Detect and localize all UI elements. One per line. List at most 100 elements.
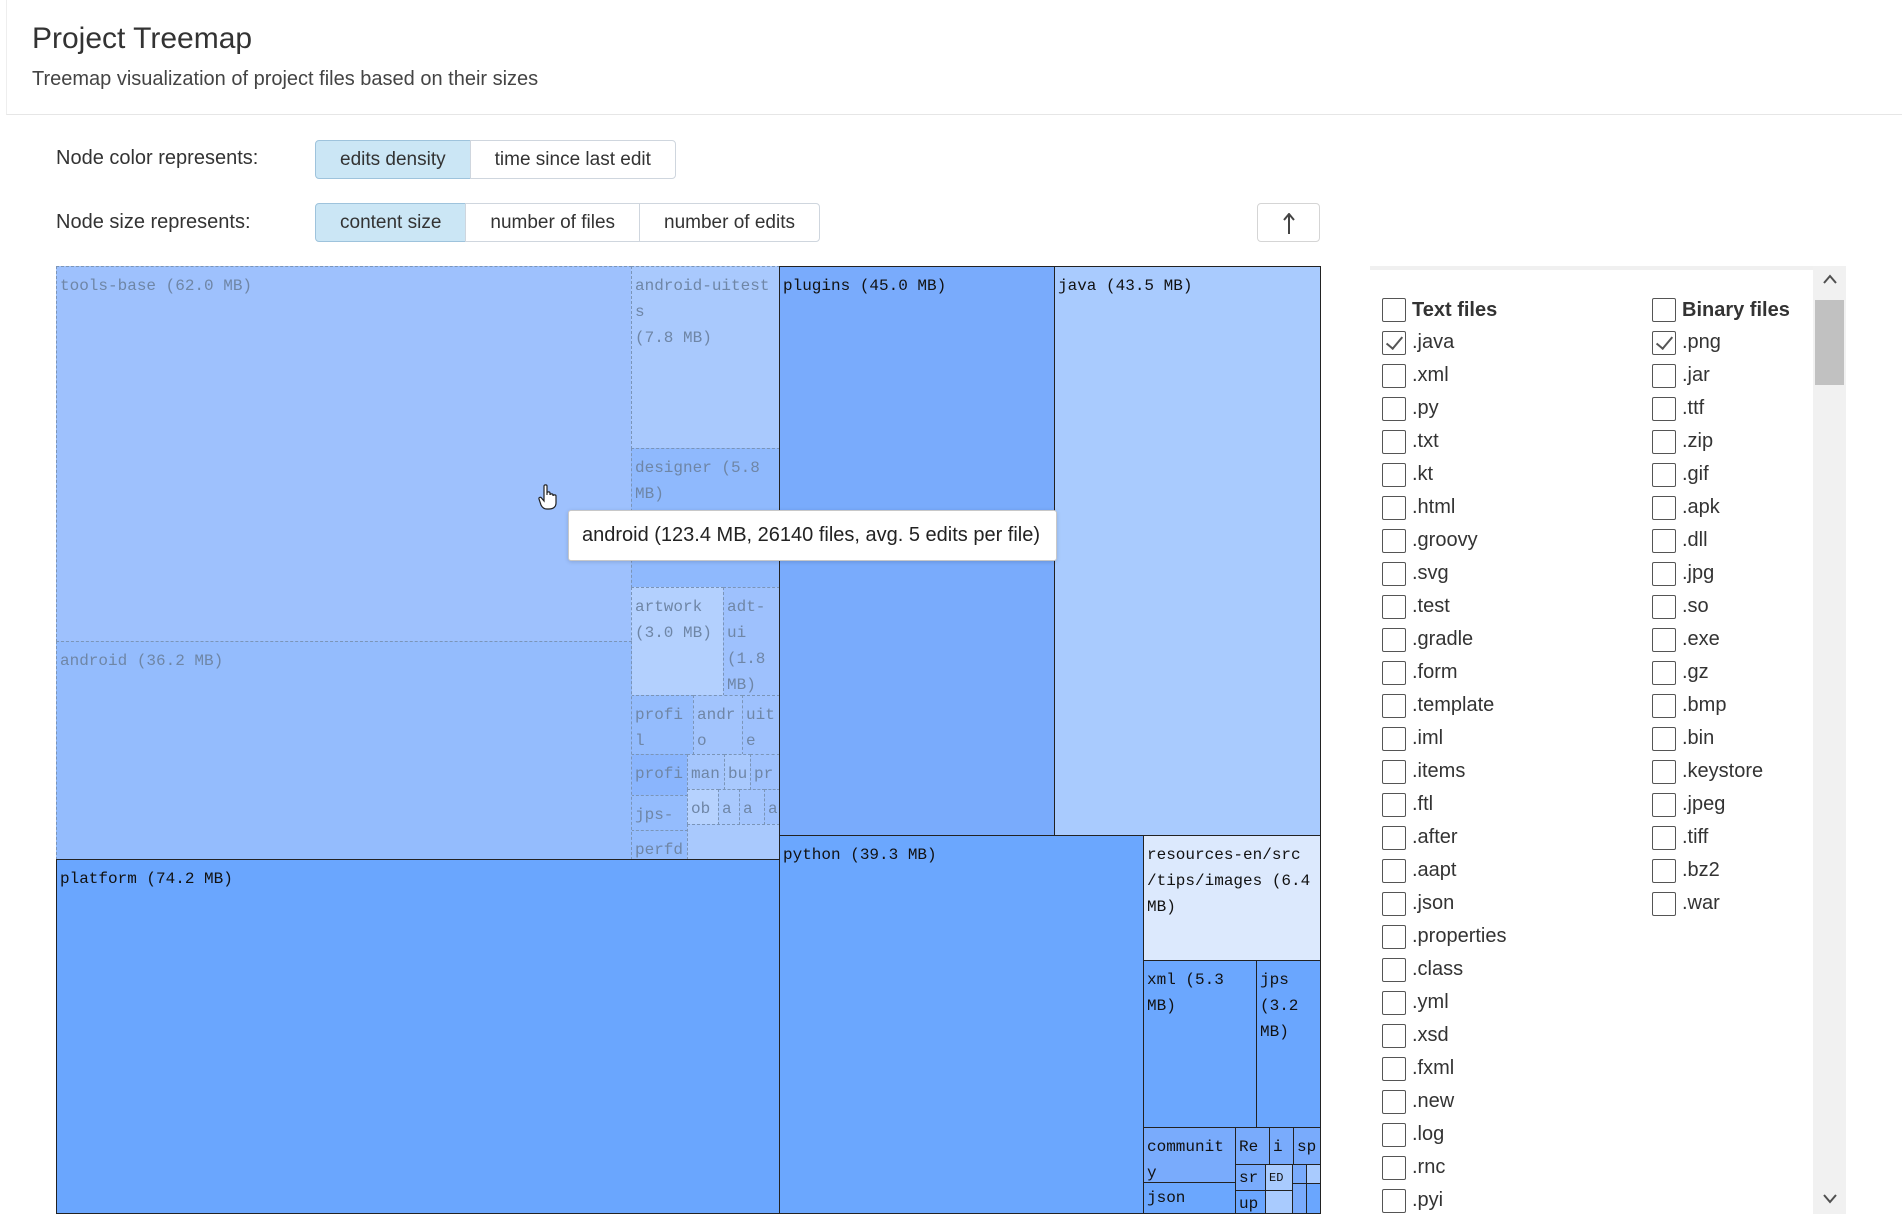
size-number-of-edits-button[interactable]: number of edits	[639, 203, 820, 242]
text-filter-checkbox[interactable]	[1382, 330, 1406, 355]
treemap-node-json[interactable]: json	[1143, 1182, 1236, 1214]
binary-files-checkbox[interactable]	[1652, 298, 1676, 322]
text-filter-checkbox[interactable]	[1382, 957, 1406, 982]
text-filter-checkbox[interactable]	[1382, 462, 1406, 487]
text-filter-checkbox[interactable]	[1382, 363, 1406, 388]
binary-filter-checkbox[interactable]	[1652, 495, 1676, 520]
binary-filter-item[interactable]: .gz	[1652, 656, 1846, 689]
binary-filter-item[interactable]: .exe	[1652, 623, 1846, 656]
treemap-node-artwork[interactable]: artwork (3.0 MB)	[631, 587, 724, 696]
text-filter-item[interactable]: .xml	[1382, 359, 1642, 392]
treemap-node-android-uitests[interactable]: android-uitests (7.8 MB)	[631, 266, 780, 449]
binary-filter-item[interactable]: .jar	[1652, 359, 1846, 392]
text-filter-checkbox[interactable]	[1382, 396, 1406, 421]
treemap-node-adt-ui[interactable]: adt- ui (1.8 MB)	[723, 587, 780, 696]
text-filter-item[interactable]: .properties	[1382, 920, 1642, 953]
treemap-node-android-lang[interactable]: andro lang	[693, 695, 743, 755]
text-filter-item[interactable]: .kt	[1382, 458, 1642, 491]
treemap-node-java[interactable]: java (43.5 MB)	[1054, 266, 1321, 836]
text-filter-item[interactable]: .class	[1382, 953, 1642, 986]
scrollbar-thumb[interactable]	[1815, 300, 1844, 385]
treemap-node-ad[interactable]: ad	[739, 789, 765, 825]
treemap-node-profiler[interactable]: profil (1.2	[631, 695, 694, 755]
text-filter-checkbox[interactable]	[1382, 495, 1406, 520]
text-files-header[interactable]: Text files	[1382, 294, 1642, 326]
treemap-node-build[interactable]: bu	[724, 754, 751, 790]
scroll-up-arrow-icon[interactable]	[1813, 266, 1846, 294]
binary-filter-item[interactable]: .zip	[1652, 425, 1846, 458]
binary-filter-checkbox[interactable]	[1652, 462, 1676, 487]
text-filter-item[interactable]: .svg	[1382, 557, 1642, 590]
text-filter-item[interactable]: .form	[1382, 656, 1642, 689]
treemap-node-sp[interactable]: sp	[1293, 1127, 1321, 1165]
treemap-node-pr[interactable]: pr	[750, 754, 780, 790]
treemap-node-jps-android[interactable]: jps-	[631, 795, 688, 831]
treemap-node-obs[interactable]: obs	[687, 789, 719, 825]
binary-filter-checkbox[interactable]	[1652, 429, 1676, 454]
binary-filter-checkbox[interactable]	[1652, 330, 1676, 355]
treemap-node-profilers[interactable]: profi	[631, 754, 688, 796]
treemap-node-uitest-framework[interactable]: uite fran	[742, 695, 780, 755]
treemap-node-jps[interactable]: jps (3.2 MB)	[1256, 960, 1321, 1128]
text-filter-item[interactable]: .py	[1382, 392, 1642, 425]
binary-filter-item[interactable]: .bz2	[1652, 854, 1846, 887]
text-filter-item[interactable]: .test	[1382, 590, 1642, 623]
text-filter-checkbox[interactable]	[1382, 627, 1406, 652]
treemap-node-android-sub[interactable]: android (36.2 MB)	[56, 641, 632, 860]
binary-filter-checkbox[interactable]	[1652, 627, 1676, 652]
text-filter-item[interactable]: .items	[1382, 755, 1642, 788]
text-filter-checkbox[interactable]	[1382, 660, 1406, 685]
treemap-node-reg[interactable]: Reg	[1235, 1127, 1270, 1165]
binary-filter-checkbox[interactable]	[1652, 594, 1676, 619]
binary-files-header[interactable]: Binary files	[1652, 294, 1846, 326]
text-filter-checkbox[interactable]	[1382, 858, 1406, 883]
color-time-since-last-edit-button[interactable]: time since last edit	[469, 140, 676, 179]
binary-filter-checkbox[interactable]	[1652, 693, 1676, 718]
text-filter-checkbox[interactable]	[1382, 792, 1406, 817]
text-filter-checkbox[interactable]	[1382, 1155, 1406, 1180]
size-content-size-button[interactable]: content size	[315, 203, 467, 242]
text-filter-checkbox[interactable]	[1382, 990, 1406, 1015]
text-filter-item[interactable]: .rnc	[1382, 1151, 1642, 1184]
text-filter-item[interactable]: .xsd	[1382, 1019, 1642, 1052]
binary-filter-item[interactable]: .bin	[1652, 722, 1846, 755]
text-filter-item[interactable]: .after	[1382, 821, 1642, 854]
text-filter-item[interactable]: .log	[1382, 1118, 1642, 1151]
binary-filter-item[interactable]: .bmp	[1652, 689, 1846, 722]
binary-filter-item[interactable]: .gif	[1652, 458, 1846, 491]
text-filter-checkbox[interactable]	[1382, 1122, 1406, 1147]
text-filter-checkbox[interactable]	[1382, 561, 1406, 586]
text-filter-checkbox[interactable]	[1382, 1188, 1406, 1213]
text-filter-item[interactable]: .yml	[1382, 986, 1642, 1019]
text-filter-checkbox[interactable]	[1382, 726, 1406, 751]
treemap-node-src[interactable]: src	[1235, 1164, 1266, 1191]
binary-filter-item[interactable]: .png	[1652, 326, 1846, 359]
treemap-node-xml[interactable]: xml (5.3 MB)	[1143, 960, 1257, 1128]
text-filter-item[interactable]: .aapt	[1382, 854, 1642, 887]
treemap-node-upd[interactable]: upd	[1235, 1190, 1266, 1214]
binary-filter-checkbox[interactable]	[1652, 858, 1676, 883]
navigate-up-button[interactable]	[1257, 203, 1320, 242]
scroll-down-arrow-icon[interactable]	[1813, 1186, 1846, 1214]
text-filter-item[interactable]: .new	[1382, 1085, 1642, 1118]
text-filter-item[interactable]: .java	[1382, 326, 1642, 359]
treemap-node-community-resources[interactable]: community resources	[1143, 1127, 1236, 1183]
text-filter-item[interactable]: .gradle	[1382, 623, 1642, 656]
binary-filter-item[interactable]: .ttf	[1652, 392, 1846, 425]
treemap-node-resources-en[interactable]: resources-en/src /tips/images (6.4 MB)	[1143, 835, 1321, 961]
text-filter-item[interactable]: .fxml	[1382, 1052, 1642, 1085]
text-filter-checkbox[interactable]	[1382, 594, 1406, 619]
text-filter-item[interactable]: .ftl	[1382, 788, 1642, 821]
treemap-node-tools-base[interactable]: tools-base (62.0 MB)	[56, 266, 632, 642]
text-filter-checkbox[interactable]	[1382, 759, 1406, 784]
treemap-node-perfd[interactable]: perfd	[631, 830, 688, 860]
binary-filter-item[interactable]: .keystore	[1652, 755, 1846, 788]
binary-filter-item[interactable]: .dll	[1652, 524, 1846, 557]
binary-filter-item[interactable]: .apk	[1652, 491, 1846, 524]
binary-filter-checkbox[interactable]	[1652, 660, 1676, 685]
text-filter-checkbox[interactable]	[1382, 825, 1406, 850]
text-filter-checkbox[interactable]	[1382, 1056, 1406, 1081]
text-filter-checkbox[interactable]	[1382, 891, 1406, 916]
text-filter-checkbox[interactable]	[1382, 1089, 1406, 1114]
binary-filter-checkbox[interactable]	[1652, 825, 1676, 850]
